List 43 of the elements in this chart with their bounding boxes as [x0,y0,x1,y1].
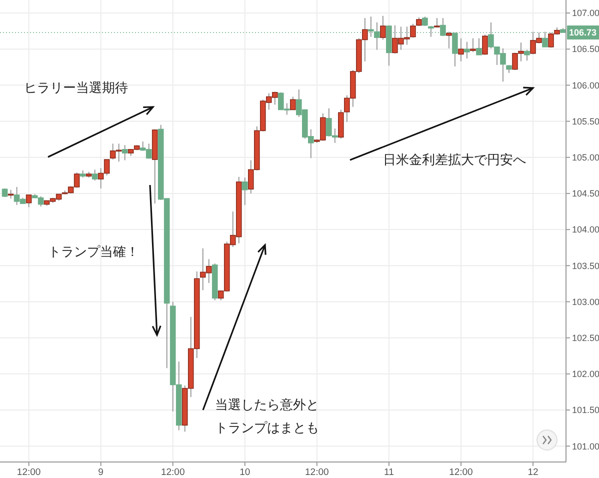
x-tick-label: 12:00 [449,467,473,478]
y-tick-label: 102.00 [572,369,599,380]
y-tick-label: 105.00 [572,152,599,163]
annotation: ヒラリー当選期待 [24,80,128,95]
candlestick [434,18,440,28]
candlestick [476,38,482,56]
y-tick-label: 104.00 [572,224,599,235]
y-tick-label: 101.00 [572,441,599,452]
annotation: 日米金利差拡大で円安へ [383,152,526,167]
x-tick-label: 10 [240,467,250,478]
candlestick [458,38,464,62]
candlestick [482,34,488,56]
candlestick [290,96,296,110]
y-tick-label: 106.50 [572,44,599,54]
candlestick [122,144,128,161]
annotation: トランプ当確！ [48,244,139,259]
x-tick-label: 12:00 [305,467,329,478]
candlestick [422,16,428,26]
y-tick-label: 101.50 [572,405,599,416]
y-tick-label: 103.50 [572,260,599,271]
candlestick [92,169,98,181]
x-tick-label: 12:00 [160,467,185,478]
annotation: 当選したら意外と [215,397,319,412]
candlestick [380,15,386,40]
annotation: トランプはまとも [215,420,319,435]
candlestick [446,31,452,49]
y-tick-label: 106.00 [572,80,599,90]
candlestick [242,177,248,206]
x-tick-label: 12 [528,467,538,478]
candlestick [26,194,32,208]
candlestick [524,49,530,62]
candlestick [464,41,470,59]
ref-line-label: 106.73 [569,28,597,38]
y-tick-label: 104.50 [572,188,599,199]
x-tick-label: 11 [384,467,394,478]
y-tick-label: 105.50 [572,116,599,126]
x-tick-label: 9 [98,467,104,478]
candlestick [410,23,416,38]
y-tick-label: 103.00 [572,296,599,307]
y-tick-label: 102.50 [572,332,599,343]
x-tick-label: 12:00 [16,467,41,478]
y-tick-label: 107.00 [572,8,599,18]
candlestick [470,38,476,52]
